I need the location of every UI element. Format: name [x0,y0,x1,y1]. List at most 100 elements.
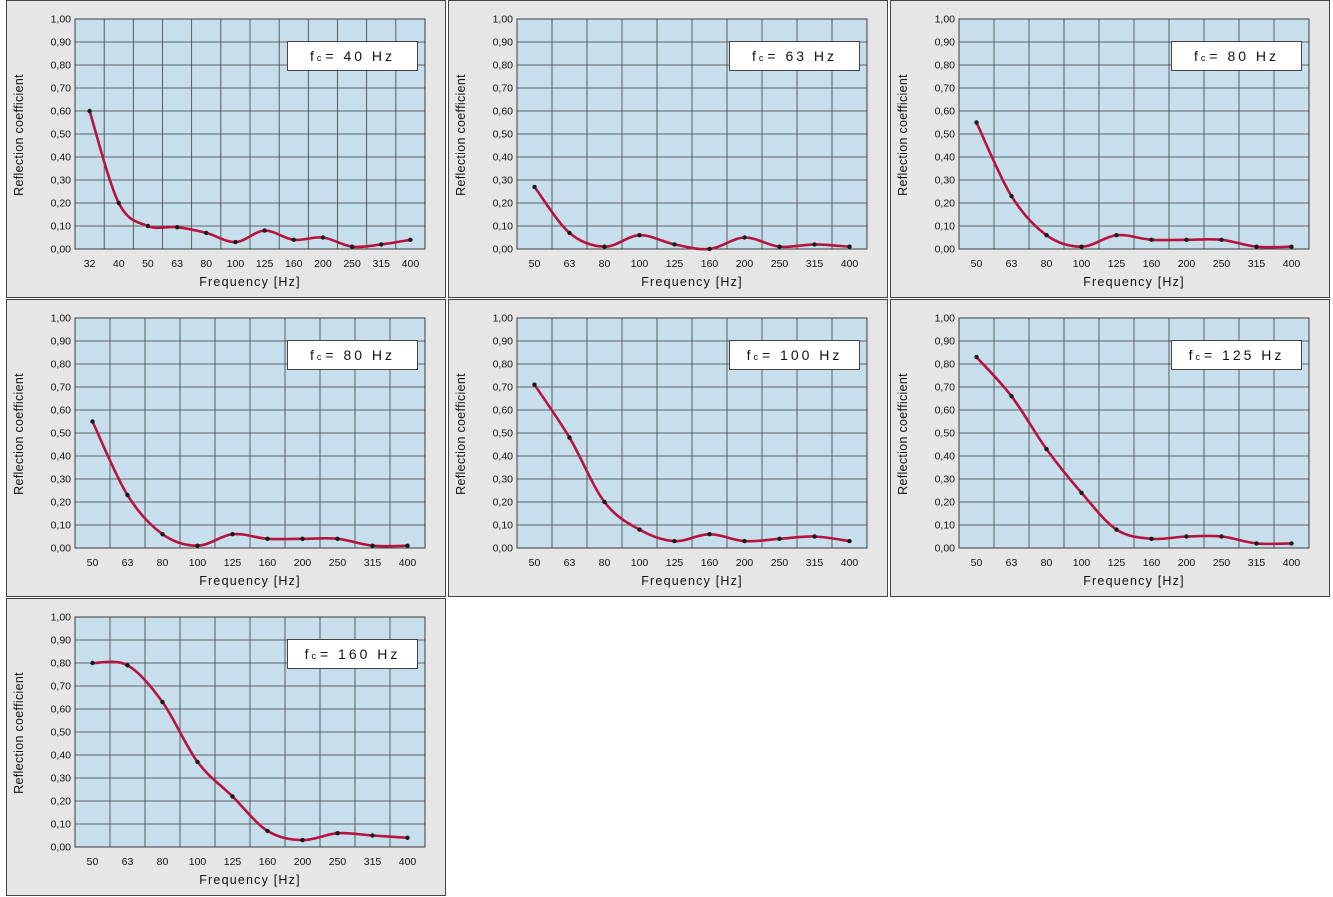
chart-panel: 0,00 0,10 0,20 0,30 0,40 0,50 0,60 0,70 0,80 0,90… [448,0,888,298]
x-tick-label: 400 [399,557,417,569]
data-point [637,233,642,238]
y-tick-label: 0,50 [51,129,72,141]
x-tick-label: 80 [1041,258,1053,270]
chart-panel: 0,00 0,10 0,20 0,30 0,40 0,50 0,60 0,70 0,80 0,90… [890,299,1330,597]
x-tick-label: 125 [1108,258,1126,270]
y-tick-label: 0,60 [493,405,514,417]
y-axis-label-wrap: Reflection coefficient [449,1,473,299]
x-tick-label: 125 [1108,557,1126,569]
x-tick-label: 315 [372,258,390,270]
x-tick-label: 200 [294,856,312,868]
fc-value: = 100 Hz [761,347,843,363]
data-point [532,382,537,387]
x-tick-label: 50 [971,557,983,569]
fc-symbol: f [1193,48,1201,64]
x-axis-label: Frequency [Hz] [199,574,301,588]
cutoff-frequency-label: f c = 80 Hz [1171,41,1302,71]
data-point [125,492,130,498]
data-point [777,536,782,541]
y-tick-label: 0,70 [935,83,956,95]
x-tick-label: 50 [971,258,983,270]
y-tick-label: 0,50 [51,428,72,440]
cutoff-frequency-label: f c = 80 Hz [287,340,418,370]
y-axis-label: Reflection coefficient [896,74,910,196]
y-tick-label: 0,50 [493,129,514,141]
series-line [91,420,409,548]
y-tick-label: 0,30 [51,773,72,785]
y-tick-label: 0,10 [493,221,514,233]
y-tick-label: 0,10 [493,520,514,532]
x-tick-label: 100 [227,258,245,270]
data-point [602,244,607,249]
x-tick-label: 315 [364,557,382,569]
data-point [742,235,747,240]
data-point [847,244,852,249]
y-tick-label: 0,40 [51,750,72,762]
y-tick-label: 0,70 [51,382,72,394]
x-tick-label: 160 [1143,557,1161,569]
y-tick-label: 0,20 [51,796,72,808]
y-tick-label: 0,30 [935,175,956,187]
data-point [812,534,817,539]
y-tick-label: 0,90 [935,336,956,348]
y-tick-label: 0,00 [493,244,514,256]
x-tick-label: 125 [666,258,684,270]
y-tick-label: 0,70 [493,382,514,394]
x-tick-label: 63 [564,258,576,270]
fc-value: = 80 Hz [325,347,396,363]
y-axis-label: Reflection coefficient [454,74,468,196]
y-tick-label: 0,30 [493,175,514,187]
fc-value: = 63 Hz [767,48,838,64]
data-point [174,224,180,230]
y-tick-label: 0,30 [51,474,72,486]
fc-symbol: f [746,347,754,363]
fc-subscript: c [1195,352,1200,362]
y-axis-label: Reflection coefficient [12,672,26,794]
y-axis-label-wrap: Reflection coefficient [891,1,915,299]
y-tick-label: 0,10 [935,221,956,233]
y-tick-label: 0,00 [935,244,956,256]
data-point [672,242,677,247]
fc-value: = 80 Hz [1209,48,1280,64]
data-point [1254,541,1259,546]
y-tick-label: 1,00 [493,313,514,325]
data-point [405,543,410,548]
data-point [90,660,95,666]
data-point [320,235,326,240]
x-tick-label: 200 [1178,258,1196,270]
series-line [91,660,409,842]
data-point [1079,244,1084,249]
data-point [1219,534,1224,539]
data-point [567,435,572,440]
x-tick-label: 100 [189,856,207,868]
y-tick-label: 0,90 [51,336,72,348]
y-tick-label: 0,20 [51,497,72,509]
cutoff-frequency-label: f c = 125 Hz [1171,340,1302,370]
y-tick-label: 0,30 [493,474,514,486]
y-tick-label: 0,20 [493,497,514,509]
x-tick-label: 315 [364,856,382,868]
data-point [1149,536,1154,541]
chart-svg: 0,00 0,10 0,20 0,30 0,40 0,50 0,60 0,70 0,80 0,90… [51,612,426,868]
y-tick-label: 0,00 [51,244,72,256]
data-point [742,538,747,544]
x-tick-label: 200 [294,557,312,569]
y-axis-label-wrap: Reflection coefficient [449,300,473,598]
data-point [87,108,92,114]
y-tick-label: 0,10 [51,520,72,532]
x-tick-label: 63 [1006,557,1018,569]
y-tick-label: 0,20 [935,497,956,509]
chart-panel: 0,00 0,10 0,20 0,30 0,40 0,50 0,60 0,70 0,80 0,90… [6,299,446,597]
data-point [777,244,782,249]
fc-symbol: f [1188,347,1196,363]
x-tick-label: 80 [1041,557,1053,569]
series-line [975,121,1293,249]
y-tick-label: 1,00 [51,612,72,624]
cutoff-frequency-label: f c = 100 Hz [729,340,860,370]
data-point [195,759,200,765]
y-tick-label: 0,60 [51,106,72,118]
x-tick-label: 50 [87,557,99,569]
x-tick-label: 100 [189,557,207,569]
y-tick-label: 1,00 [935,313,956,325]
y-tick-label: 0,50 [935,428,956,440]
